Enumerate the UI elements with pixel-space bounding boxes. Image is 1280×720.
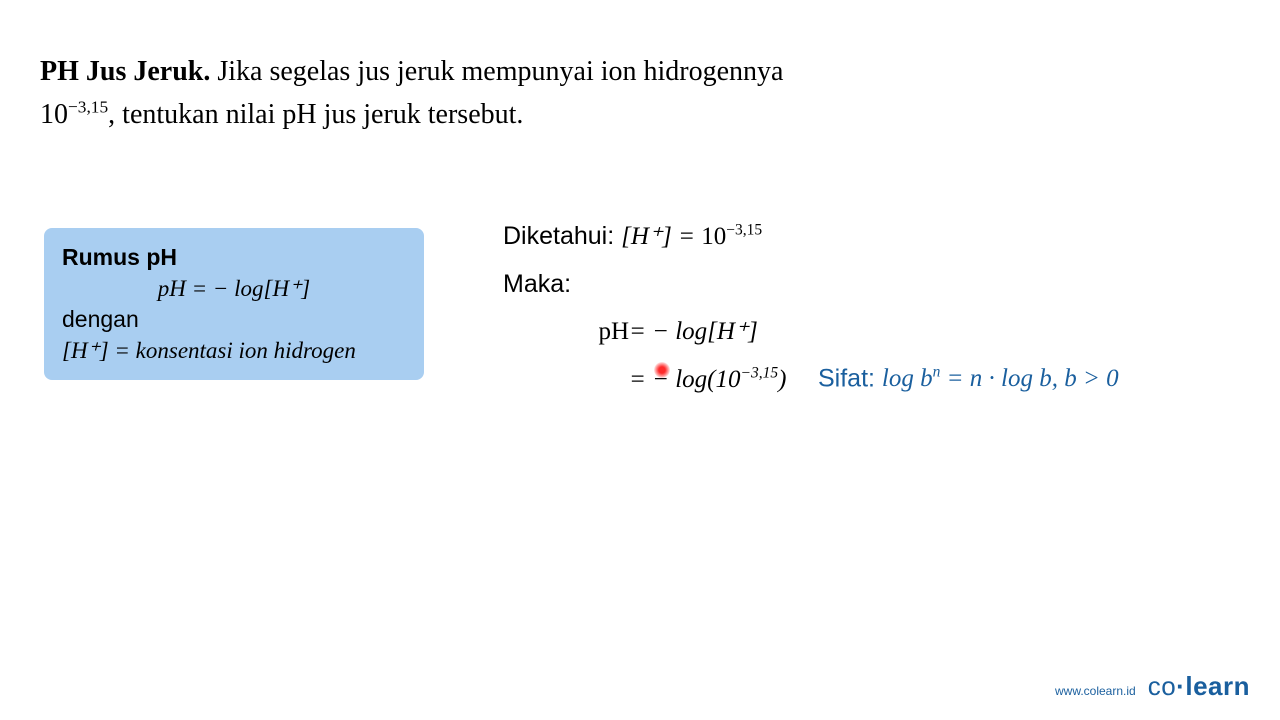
brand-b: learn bbox=[1185, 671, 1250, 701]
note-d: , bbox=[1052, 365, 1065, 392]
footer-url: www.colearn.id bbox=[1055, 684, 1136, 698]
formula-heading: Rumus pH bbox=[62, 242, 406, 273]
step1-lhs: pH bbox=[547, 308, 629, 356]
note-a: log bbox=[882, 365, 920, 392]
brand-a: co bbox=[1148, 671, 1176, 701]
given-exp: −3,15 bbox=[726, 222, 762, 239]
step1-rhs: = − log[H⁺] bbox=[629, 308, 758, 356]
maka-label: Maka: bbox=[503, 261, 786, 309]
log-property-note: Sifat: log bn = n · log b, b > 0 bbox=[818, 364, 1119, 393]
step-1: pH = − log[H⁺] bbox=[547, 308, 786, 356]
step2-lhs bbox=[547, 356, 629, 404]
given-base: 10 bbox=[701, 223, 726, 250]
footer: www.colearn.id co·learn bbox=[1055, 671, 1250, 702]
step2-rhs-b: ) bbox=[778, 366, 786, 393]
note-c: · log bbox=[982, 365, 1039, 392]
problem-base: 10 bbox=[40, 99, 68, 130]
note-var1: b bbox=[920, 365, 933, 392]
slide-canvas: PH Jus Jeruk. Jika segelas jus jeruk mem… bbox=[0, 0, 1280, 720]
note-var2: b bbox=[1039, 365, 1052, 392]
step-2: = − log(10−3,15) bbox=[547, 356, 786, 404]
brand-logo: co·learn bbox=[1148, 671, 1250, 702]
formula-definition: [H⁺] = konsentasi ion hidrogen bbox=[62, 335, 406, 366]
formula-equation: pH = − log[H⁺] bbox=[62, 273, 406, 304]
given-line: Diketahui: [H⁺] = 10−3,15 bbox=[503, 213, 786, 261]
formula-dengan: dengan bbox=[62, 304, 406, 335]
problem-statement: PH Jus Jeruk. Jika segelas jus jeruk mem… bbox=[40, 50, 980, 137]
problem-text-2: , tentukan nilai pH jus jeruk tersebut. bbox=[108, 99, 523, 130]
problem-text-1: Jika segelas jus jeruk mempunyai ion hid… bbox=[210, 56, 783, 87]
note-n: n bbox=[970, 365, 983, 392]
note-cond-var: b bbox=[1064, 365, 1077, 392]
brand-dot: · bbox=[1176, 671, 1185, 701]
note-b: = bbox=[940, 365, 969, 392]
given-label: Diketahui: bbox=[503, 222, 621, 250]
step2-rhs-a: = − log(10 bbox=[629, 366, 741, 393]
note-label: Sifat: bbox=[818, 364, 882, 392]
given-lhs: [H⁺] = bbox=[621, 223, 701, 250]
problem-title: PH Jus Jeruk. bbox=[40, 56, 210, 87]
formula-box: Rumus pH pH = − log[H⁺] dengan [H⁺] = ko… bbox=[44, 228, 424, 380]
problem-exponent: −3,15 bbox=[68, 98, 108, 117]
note-cond: > 0 bbox=[1077, 365, 1119, 392]
worked-solution: Diketahui: [H⁺] = 10−3,15 Maka: pH = − l… bbox=[503, 213, 786, 403]
step2-exp: −3,15 bbox=[741, 364, 779, 381]
